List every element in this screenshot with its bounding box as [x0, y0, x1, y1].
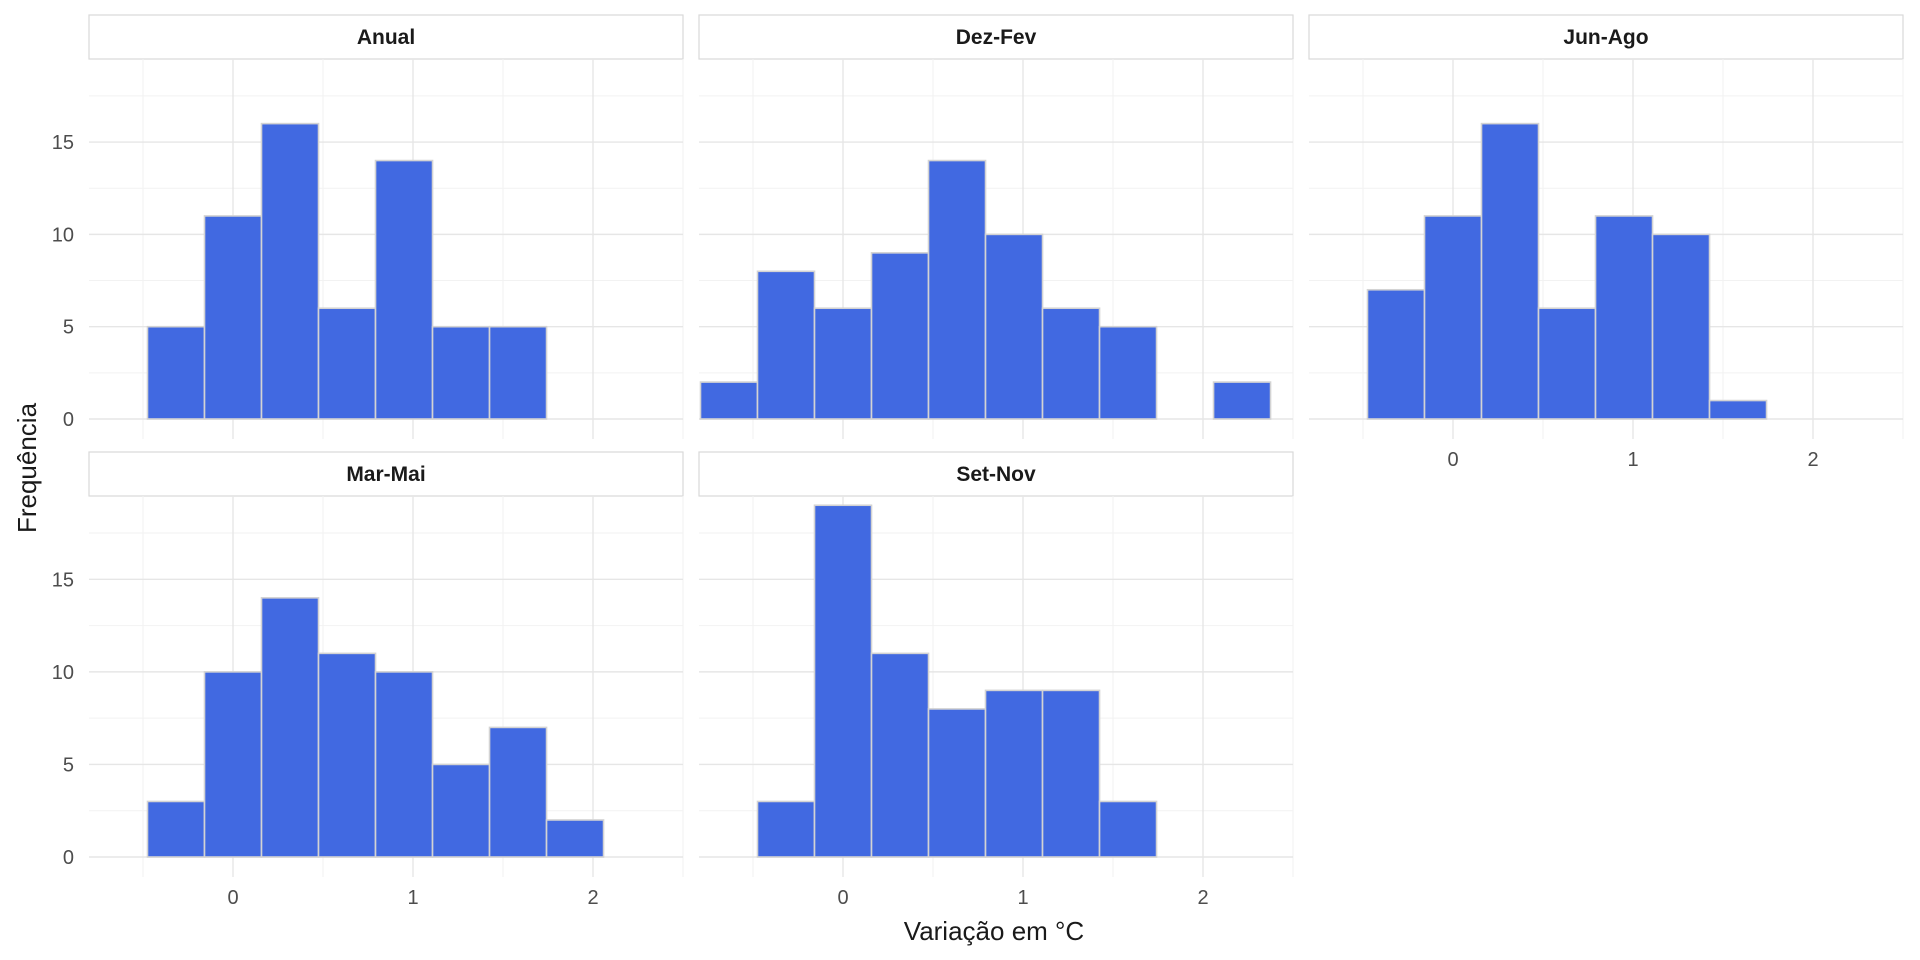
x-tick-label: 2: [1197, 887, 1208, 909]
x-tick-label: 0: [227, 887, 238, 909]
histogram-bar: [1708, 399, 1768, 420]
histogram-bar: [756, 800, 816, 858]
y-tick-label: 5: [63, 754, 74, 776]
y-tick-label: 0: [63, 847, 74, 869]
histogram-bar: [1041, 689, 1101, 858]
x-tick-label: 0: [1447, 449, 1458, 471]
facet-strip-label: Anual: [357, 26, 415, 49]
histogram-bar: [260, 597, 320, 858]
x-tick-label: 2: [1807, 449, 1818, 471]
histogram-bar: [1098, 325, 1158, 420]
histogram-bar: [1366, 288, 1426, 420]
y-tick-label: 15: [52, 132, 74, 154]
histogram-bar: [374, 159, 434, 420]
panel-anual: Anual 0 5 10 15: [52, 14, 684, 439]
histogram-bar: [699, 381, 759, 420]
histogram-bar: [870, 252, 930, 420]
y-tick-label: 10: [52, 662, 74, 684]
y-tick-label: 0: [63, 409, 74, 431]
histogram-bar: [203, 215, 263, 420]
panel-jun-ago: Jun-Ago 0 1 2: [1308, 14, 1904, 471]
histogram-bar: [927, 159, 987, 420]
y-tick-label: 15: [52, 569, 74, 591]
y-tick-label: 5: [63, 317, 74, 339]
facet-strip: [698, 14, 1294, 60]
facet-strip-label: Jun-Ago: [1563, 26, 1648, 49]
histogram-bar: [431, 325, 491, 420]
histogram-bar: [1423, 215, 1483, 420]
facet-strip: [1308, 14, 1904, 60]
histogram-bar: [984, 689, 1044, 858]
x-axis-title: Variação em °C: [904, 916, 1084, 946]
histogram-bar: [146, 800, 206, 858]
histogram-bar: [1041, 307, 1101, 420]
x-tick-label: 0: [837, 887, 848, 909]
y-tick-label: 10: [52, 224, 74, 246]
histogram-bar: [317, 307, 377, 420]
histogram-bar: [927, 708, 987, 858]
panel-set-nov: Set-Nov 0 1 2: [698, 451, 1294, 909]
histogram-bar: [813, 504, 873, 858]
x-tick-label: 1: [1017, 887, 1028, 909]
histogram-bar: [488, 726, 548, 858]
histogram-bar: [870, 652, 930, 858]
histogram-bar: [756, 270, 816, 420]
y-axis-title: Frequência: [12, 402, 42, 533]
histogram-bar: [1537, 307, 1597, 420]
facet-strip-label: Set-Nov: [956, 463, 1036, 486]
panel-mar-mai: Mar-Mai 0 5 10 15 0 1 2: [52, 451, 684, 909]
histogram-bar: [203, 671, 263, 858]
histogram-bar: [984, 233, 1044, 420]
facet-strip: [698, 451, 1294, 497]
facet-strip-label: Dez-Fev: [956, 26, 1037, 49]
panel-dez-fev: Dez-Fev: [698, 14, 1294, 439]
histogram-bar: [260, 122, 320, 420]
histogram-bar: [1651, 233, 1711, 420]
histogram-bar: [146, 325, 206, 420]
histogram-bar: [488, 325, 548, 420]
histogram-bar: [1098, 800, 1158, 858]
facet-strip: [88, 451, 684, 497]
facet-strip: [88, 14, 684, 60]
facet-strip-label: Mar-Mai: [346, 463, 425, 486]
histogram-bar: [317, 652, 377, 858]
histogram-bar: [813, 307, 873, 420]
histogram-bar: [431, 763, 491, 858]
histogram-bar: [374, 671, 434, 858]
x-tick-label: 1: [407, 887, 418, 909]
x-tick-label: 2: [587, 887, 598, 909]
histogram-bar: [1594, 215, 1654, 420]
x-tick-label: 1: [1627, 449, 1638, 471]
histogram-bar: [1212, 381, 1272, 420]
histogram-bar: [1480, 122, 1540, 420]
histogram-bar: [545, 819, 605, 858]
